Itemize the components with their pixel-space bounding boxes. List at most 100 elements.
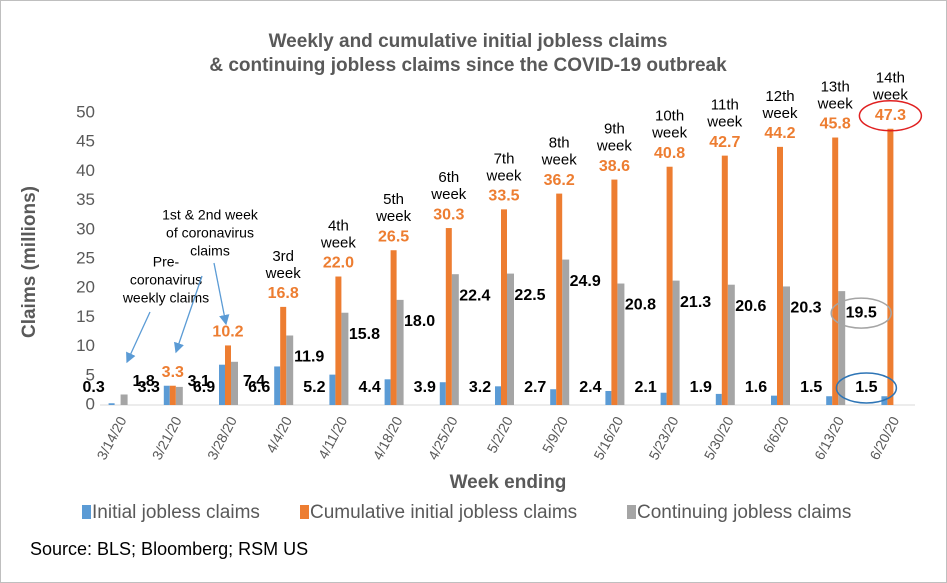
legend-label: Continuing jobless claims <box>637 502 851 523</box>
week-label: 8th <box>549 135 570 152</box>
data-label: 22.5 <box>514 287 545 304</box>
bar <box>777 146 783 405</box>
bar <box>660 392 667 405</box>
annotation-arrow <box>174 275 203 354</box>
bar <box>672 280 680 405</box>
y-tick-label: 45 <box>76 132 95 151</box>
bar <box>783 286 790 405</box>
bar <box>108 403 115 405</box>
bar <box>439 382 446 405</box>
y-tick-label: 20 <box>76 278 95 297</box>
chart-title: Weekly and cumulative initial jobless cl… <box>269 31 668 52</box>
bar <box>225 345 231 405</box>
week-label: week <box>817 95 854 112</box>
bar <box>562 259 570 405</box>
data-label: 33.5 <box>488 188 519 205</box>
legend-swatch <box>300 505 309 519</box>
bar <box>611 179 618 405</box>
annotation: weekly claims <box>122 290 209 306</box>
bar <box>329 374 336 405</box>
data-label: 36.2 <box>544 172 575 189</box>
bar <box>384 379 391 405</box>
bar <box>715 393 722 405</box>
chart-title: & continuing jobless claims since the CO… <box>209 55 727 76</box>
week-label: week <box>375 208 412 225</box>
bar <box>280 306 287 405</box>
bar <box>826 396 833 405</box>
y-tick-label: 30 <box>76 219 95 238</box>
bar <box>120 394 128 405</box>
data-label: 42.7 <box>709 134 740 151</box>
data-label: 44.2 <box>764 125 795 142</box>
source: Source: BLS; Bloomberg; RSM US <box>30 539 308 559</box>
bar <box>169 385 176 405</box>
bar <box>501 209 507 405</box>
y-tick-label: 5 <box>86 365 95 384</box>
y-tick-label: 0 <box>86 394 95 413</box>
data-label: 18.0 <box>404 313 435 330</box>
annotation-arrow <box>126 311 151 364</box>
week-label: 13th <box>821 78 850 95</box>
bar <box>605 390 612 405</box>
week-label: week <box>320 234 357 251</box>
week-label: week <box>761 105 798 122</box>
week-label: 9th <box>604 121 625 138</box>
bar <box>396 299 404 405</box>
data-label: 1.5 <box>800 379 822 396</box>
y-tick-label: 10 <box>76 336 95 355</box>
week-label: week <box>430 186 467 203</box>
data-label: 6.6 <box>248 379 270 396</box>
data-label: 22.4 <box>459 287 490 304</box>
highlight-ellipse <box>830 297 892 329</box>
week-label: 5th <box>383 191 404 208</box>
data-label: 11.9 <box>294 349 324 366</box>
bar <box>445 228 452 405</box>
bar <box>286 335 294 405</box>
highlight-ellipse <box>858 100 923 132</box>
data-label: 3.2 <box>469 379 491 396</box>
bar <box>721 155 728 405</box>
data-label: 1.6 <box>745 379 767 396</box>
bar <box>666 166 673 405</box>
data-label: 1.8 <box>132 373 154 390</box>
annotation: 1st & 2nd week <box>162 207 259 223</box>
y-tick-label: 35 <box>76 190 95 209</box>
data-label: 26.5 <box>378 228 409 245</box>
data-label: 20.8 <box>625 297 656 314</box>
bar <box>231 361 238 405</box>
week-label: 4th <box>328 217 349 234</box>
data-label: 2.7 <box>524 379 546 396</box>
week-label: week <box>596 138 633 155</box>
week-label: 14th <box>876 70 905 87</box>
annotation: coronavirus <box>130 272 202 288</box>
y-tick-label: 25 <box>76 248 95 267</box>
week-label: 11th <box>711 97 739 114</box>
y-tick-label: 15 <box>76 307 95 326</box>
data-label: 2.1 <box>634 379 656 396</box>
data-label: 24.9 <box>570 273 601 290</box>
data-label: 16.8 <box>268 285 299 302</box>
bar <box>507 273 514 405</box>
bar <box>390 250 397 405</box>
legend-label: Initial jobless claims <box>92 502 260 523</box>
data-label: 7.4 <box>243 373 265 390</box>
data-label: 19.5 <box>846 304 877 321</box>
bar <box>838 291 846 405</box>
week-label: week <box>872 87 909 104</box>
bar <box>335 276 342 405</box>
data-label: 2.4 <box>579 379 601 396</box>
bar <box>771 395 777 405</box>
data-label: 22.0 <box>323 255 354 272</box>
data-label: 40.8 <box>654 145 685 162</box>
bar <box>832 137 839 405</box>
data-label: 30.3 <box>433 206 464 223</box>
week-label: 7th <box>494 150 515 167</box>
data-label: 0.3 <box>82 379 104 396</box>
data-label: 3.9 <box>414 379 436 396</box>
y-axis-label: Claims (millions) <box>19 186 40 338</box>
annotation: of coronavirus <box>166 225 254 241</box>
annotation: Pre- <box>153 254 180 270</box>
data-label: 38.6 <box>599 158 630 175</box>
data-label: 3.1 <box>188 373 210 390</box>
